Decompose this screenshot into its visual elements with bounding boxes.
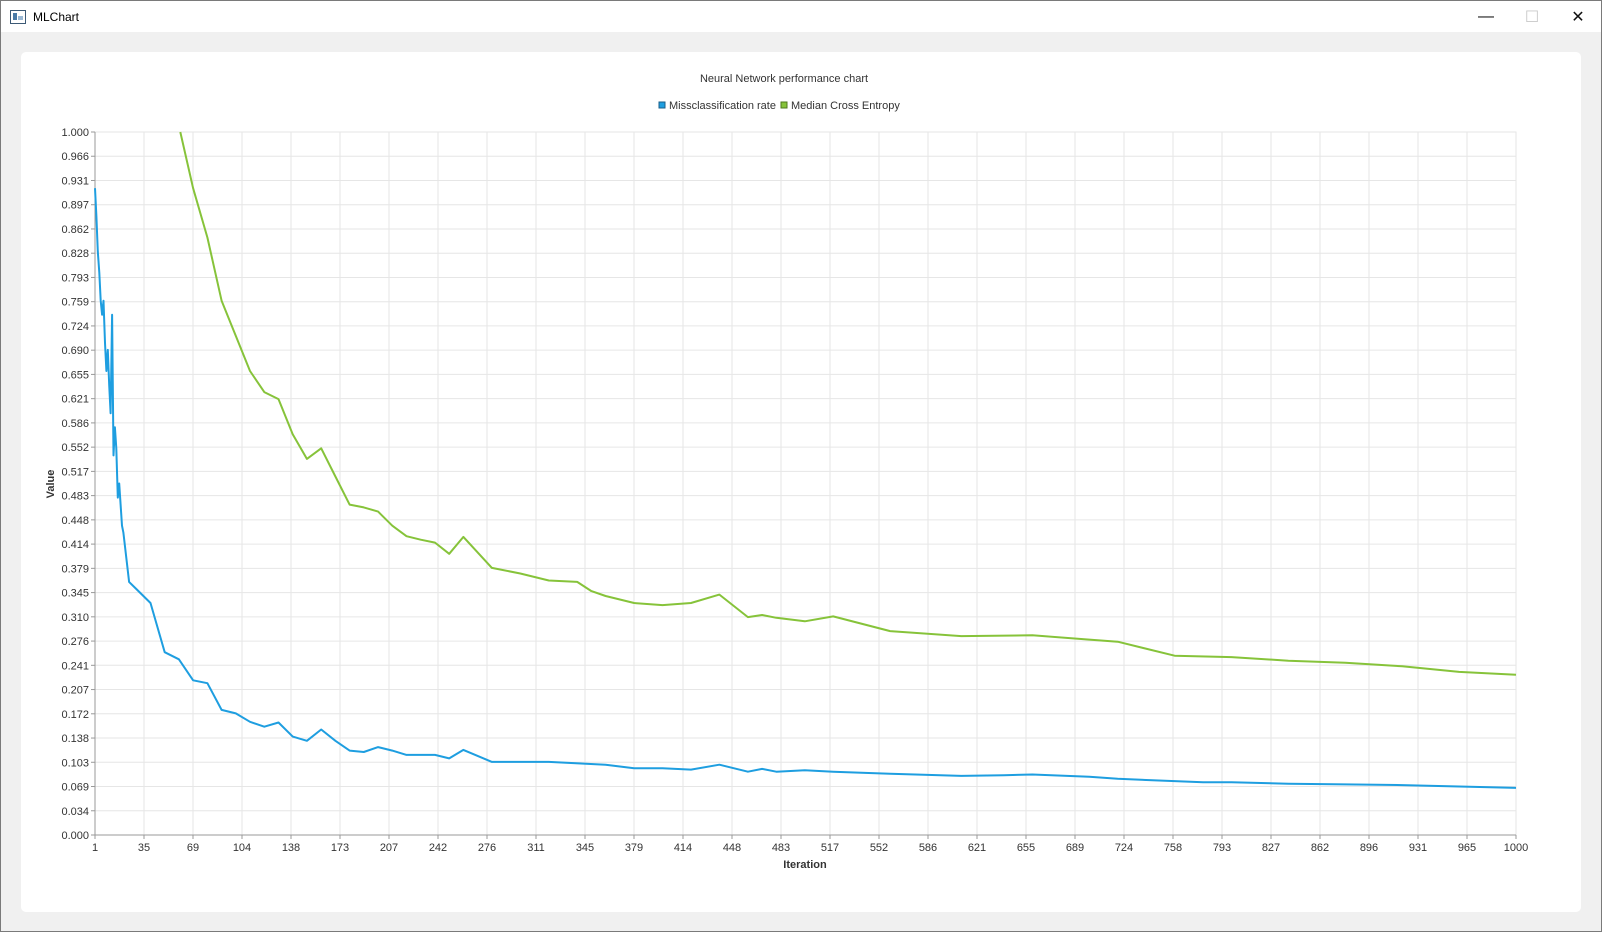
y-tick-label: 0.966 [61, 151, 89, 163]
x-tick-label: 827 [1262, 842, 1280, 854]
x-tick-label: 311 [527, 842, 545, 854]
y-tick-label: 0.621 [61, 394, 89, 406]
y-tick-label: 0.793 [61, 272, 89, 284]
legend-swatch-missclassification [658, 101, 666, 109]
y-tick-label: 0.069 [61, 782, 89, 794]
maximize-button[interactable]: ☐ [1524, 8, 1540, 26]
x-tick-label: 138 [282, 842, 300, 854]
chart-title: Neural Network performance chart [700, 73, 868, 85]
y-tick-label: 0.000 [61, 830, 89, 842]
legend-label-missclassification: Missclassification rate [669, 100, 776, 112]
y-tick-label: 0.034 [61, 806, 89, 818]
y-tick-label: 0.241 [61, 660, 89, 672]
y-tick-label: 0.276 [61, 636, 89, 648]
y-tick-label: 0.828 [61, 248, 89, 260]
app-window-icon [10, 9, 26, 24]
title-bar[interactable]: MLChart — ☐ ✕ [1, 1, 1601, 32]
y-tick-label: 0.724 [61, 321, 89, 333]
chart-panel: 1 35 69 104 138 173 207 242 276 311 345 379 414 448 48… [21, 52, 1581, 912]
x-tick-label: 35 [138, 842, 150, 854]
chart-series [94, 131, 1517, 789]
y-tick-label: 0.552 [61, 442, 89, 454]
x-tick-label: 586 [919, 842, 937, 854]
y-tick-label: 0.517 [61, 466, 89, 478]
x-tick-label: 793 [1213, 842, 1231, 854]
legend-swatch-cross-entropy [780, 101, 788, 109]
x-tick-label: 207 [380, 842, 398, 854]
x-tick-label: 69 [187, 842, 199, 854]
window-title: MLChart [33, 9, 80, 24]
chart-grid [94, 131, 1517, 836]
x-tick-label: 862 [1311, 842, 1329, 854]
x-tick-label: 448 [723, 842, 741, 854]
y-tick-label: 0.345 [61, 588, 89, 600]
performance-chart: 1 35 69 104 138 173 207 242 276 311 345 379 414 448 48… [45, 73, 1528, 871]
y-tick-label: 0.931 [61, 175, 89, 187]
x-tick-label: 173 [331, 842, 349, 854]
x-tick-label: 896 [1360, 842, 1378, 854]
x-tick-label: 242 [429, 842, 447, 854]
y-tick-label: 0.897 [61, 200, 89, 212]
x-tick-label: 414 [674, 842, 692, 854]
y-tick-label: 0.862 [61, 224, 89, 236]
y-tick-label: 0.379 [61, 563, 89, 575]
y-tick-label: 0.759 [61, 297, 89, 309]
x-tick-label: 758 [1164, 842, 1182, 854]
x-tick-label: 104 [233, 842, 251, 854]
x-tick-label: 621 [968, 842, 986, 854]
x-tick-label: 931 [1409, 842, 1427, 854]
y-tick-label: 0.448 [61, 515, 89, 527]
y-tick-label: 1.000 [61, 127, 89, 139]
x-tick-label: 1 [92, 842, 98, 854]
y-tick-label: 0.103 [61, 757, 89, 769]
x-tick-label: 276 [478, 842, 496, 854]
y-tick-label: 0.483 [61, 491, 89, 503]
x-tick-label: 689 [1066, 842, 1084, 854]
x-tick-label: 379 [625, 842, 643, 854]
minimize-button[interactable]: — [1478, 7, 1494, 25]
y-tick-label: 0.586 [61, 418, 89, 430]
x-tick-label: 345 [576, 842, 594, 854]
chart-axes: 1 35 69 104 138 173 207 242 276 311 345 379 414 448 48… [61, 127, 1528, 854]
x-tick-label: 517 [821, 842, 839, 854]
x-tick-label: 552 [870, 842, 888, 854]
window-controls: — ☐ ✕ [1463, 1, 1601, 32]
x-tick-label: 483 [772, 842, 790, 854]
x-tick-label: 655 [1017, 842, 1035, 854]
y-tick-label: 0.310 [61, 612, 89, 624]
series-line-median-cross-entropy [179, 131, 1517, 676]
x-axis-label: Iteration [783, 859, 827, 871]
x-tick-label: 1000 [1504, 842, 1528, 854]
close-button[interactable]: ✕ [1571, 8, 1585, 26]
chart-legend: Missclassification rate Median Cross Ent… [658, 100, 900, 112]
y-tick-label: 0.414 [61, 539, 89, 551]
x-tick-label: 724 [1115, 842, 1133, 854]
y-tick-label: 0.207 [61, 685, 89, 697]
y-tick-label: 0.690 [61, 345, 89, 357]
plot-area-border [94, 131, 1517, 836]
series-line-missclassification-rate [94, 188, 1517, 789]
y-tick-label: 0.172 [61, 709, 89, 721]
legend-label-cross-entropy: Median Cross Entropy [791, 100, 900, 112]
y-tick-label: 0.655 [61, 369, 89, 381]
y-axis-label: Value [45, 470, 57, 499]
y-tick-label: 0.138 [61, 733, 89, 745]
x-tick-label: 965 [1458, 842, 1476, 854]
